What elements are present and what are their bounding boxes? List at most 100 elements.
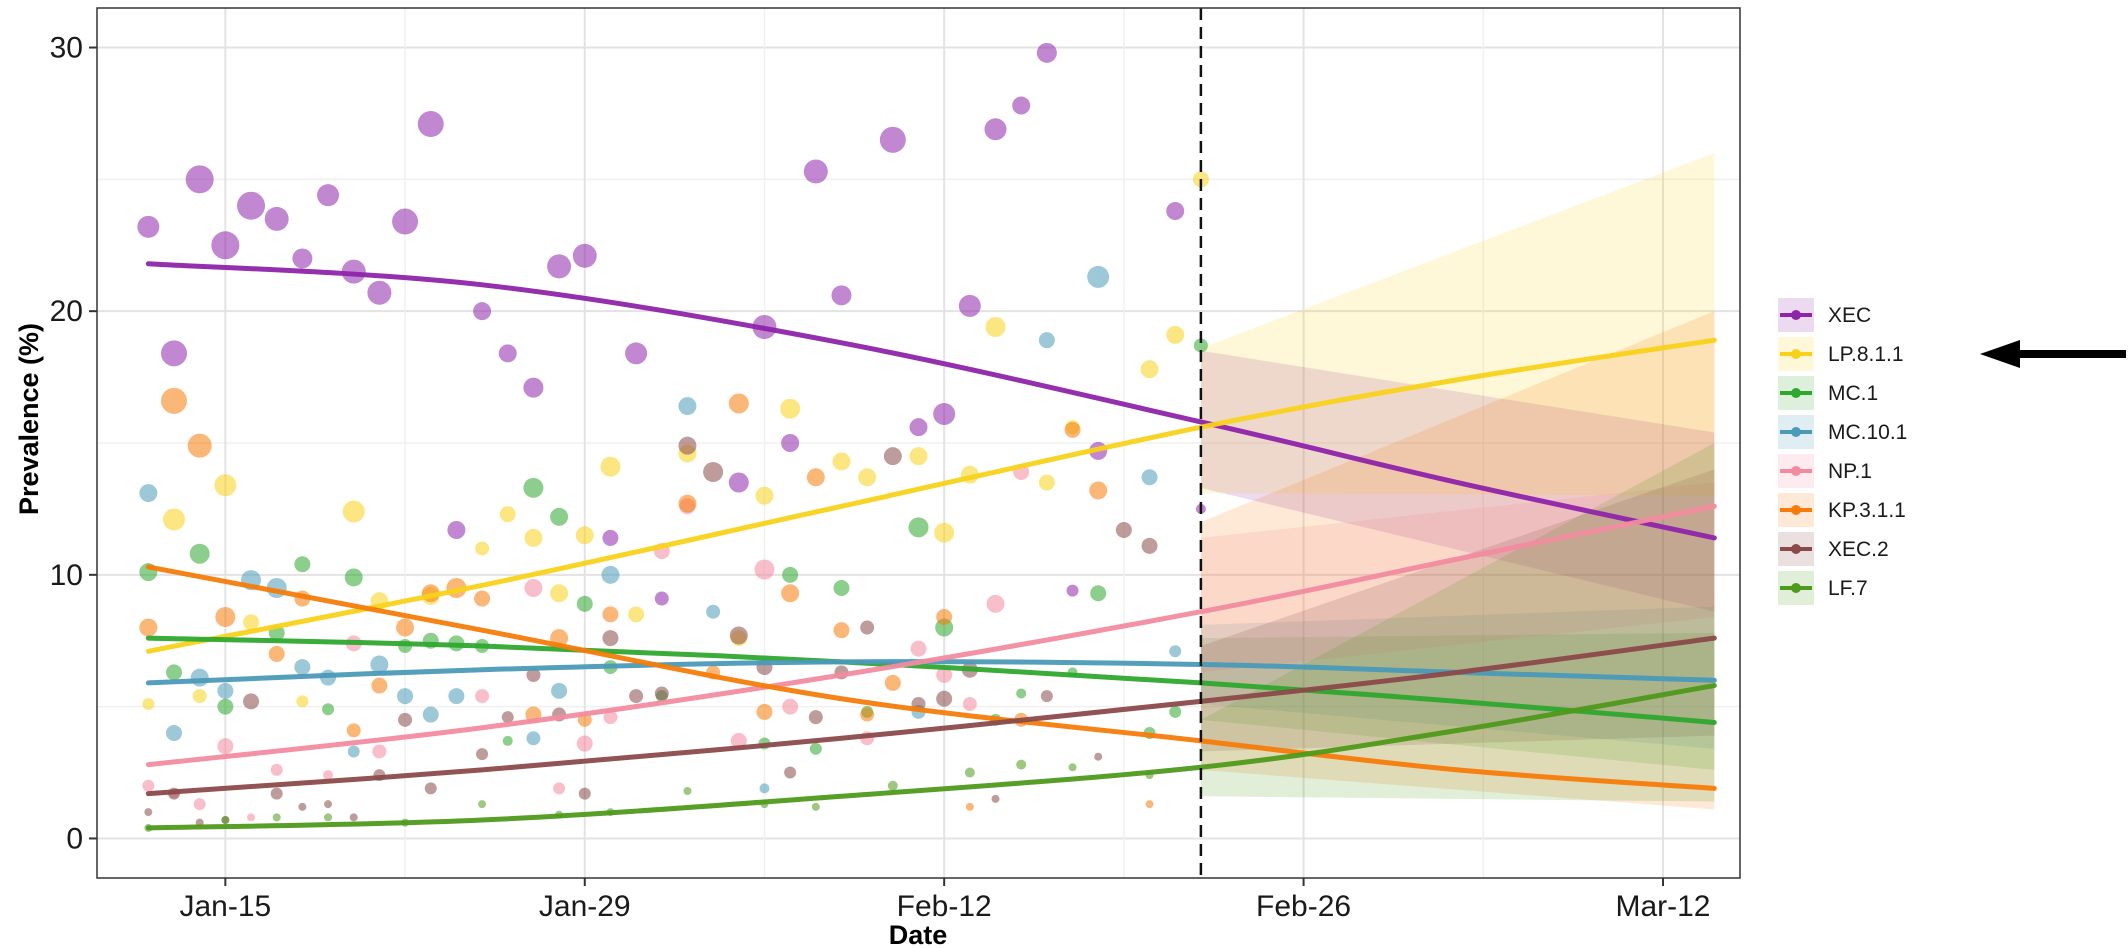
data-point [683,787,692,795]
data-point [317,184,340,207]
ci-ribbon [1200,482,1715,673]
data-point [1068,763,1077,772]
data-point [728,472,749,493]
data-point [272,813,281,822]
data-point [706,604,721,619]
data-point [398,712,413,727]
legend: XEC LP.8.1.1 MC.1 MC.10.1 NP.1 KP.3.1.1 XEC.2 L… [1778,298,1907,605]
data-point [625,342,648,365]
data-point [1087,265,1110,288]
data-point [602,630,619,647]
ci-ribbon [1200,153,1715,496]
data-point [1169,645,1182,658]
data-point [349,813,358,822]
data-point [781,584,800,603]
data-point [247,813,256,822]
data-point [879,126,906,153]
data-point [883,447,902,466]
data-point [575,526,594,545]
data-point [367,280,392,305]
data-point [1141,469,1158,486]
data-point [550,584,569,603]
data-point [341,259,366,284]
data-point [322,703,335,716]
data-point [1090,585,1107,602]
data-point [1145,800,1154,809]
data-point [1016,759,1027,770]
fit-line [145,659,1717,686]
x-tick-label: Feb-12 [897,890,992,923]
legend-key-dot [1791,427,1801,437]
data-point [217,682,234,699]
data-point [346,723,361,738]
data-point [808,710,823,725]
data-point [1166,325,1185,344]
data-point [936,609,953,625]
data-point [474,590,491,607]
data-point [678,436,697,455]
data-point [237,191,266,220]
data-point [654,591,669,606]
fit-line [145,683,1717,831]
data-point [524,528,543,547]
legend-label: NP.1 [1828,460,1872,483]
fit-line [145,564,1717,791]
data-point [448,688,465,705]
legend-label: KP.3.1.1 [1828,499,1906,522]
data-point [417,111,444,137]
arrow-head [1980,340,2020,368]
data-point [756,703,773,720]
data-point [243,693,260,710]
plot-border [96,7,1741,879]
legend-key-dot [1791,349,1801,359]
fit-line [145,261,1717,541]
data-point [962,697,977,711]
legend-item: MC.10.1 [1778,415,1907,449]
data-point [424,782,437,795]
data-point [602,606,619,623]
data-point [292,248,313,269]
data-point [809,742,822,755]
data-point [553,782,566,795]
data-point [161,387,188,414]
data-point [576,595,593,612]
data-point [784,766,797,779]
data-point [190,668,209,687]
data-point [781,434,800,452]
data-point [475,689,490,704]
legend-label: MC.1 [1828,382,1878,405]
data-point [1064,421,1081,438]
data-point [447,521,466,539]
data-point [832,452,851,471]
data-point [166,725,183,741]
data-point [984,118,1007,141]
data-point [936,667,953,683]
data-point [526,731,541,746]
data-point [342,500,365,523]
data-point [1166,202,1185,220]
data-point [833,580,850,596]
data-point [1012,96,1031,115]
data-point [526,668,541,682]
legend-label: XEC.2 [1828,538,1889,561]
legend-label: MC.10.1 [1828,421,1907,444]
legend-item: KP.3.1.1 [1778,493,1906,527]
data-point [211,231,240,260]
data-point [629,689,644,704]
data-point [858,468,877,487]
data-point [965,802,974,811]
data-point [678,494,697,513]
data-point [187,433,212,458]
legend-key-dot [1791,388,1801,398]
data-point [833,622,850,639]
data-point [550,507,569,526]
y-axis-title: Prevalence (%) [14,323,44,515]
data-point [1016,688,1027,699]
data-point [1066,584,1079,597]
legend-item: LF.7 [1778,571,1868,605]
data-point [422,706,439,723]
x-tick-label: Feb-26 [1256,890,1351,923]
data-point [137,215,160,238]
data-point [161,340,188,367]
